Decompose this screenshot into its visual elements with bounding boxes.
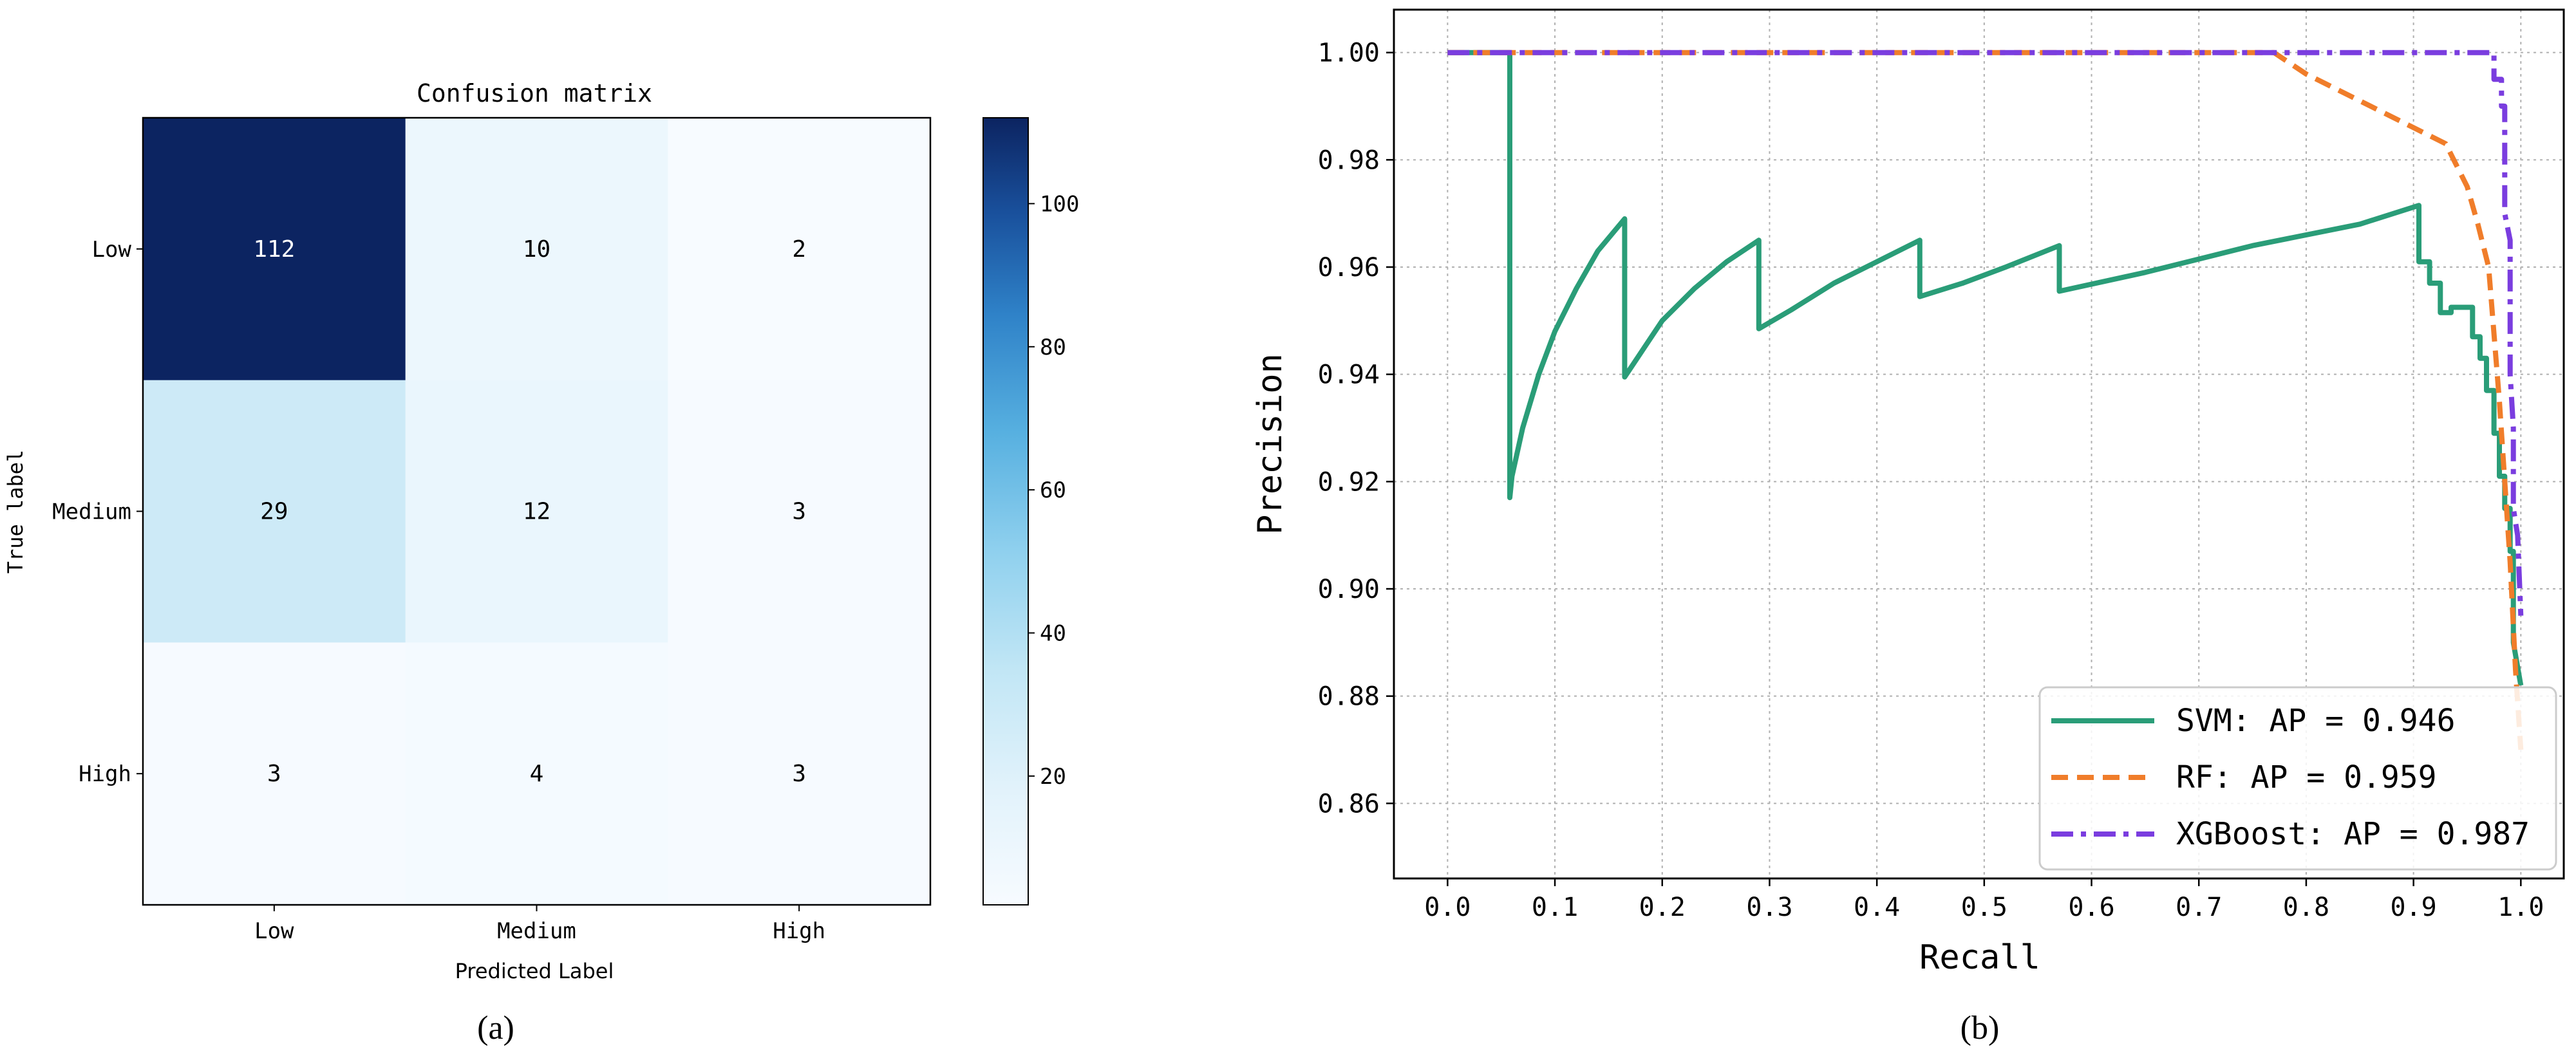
cm-cell <box>668 118 931 381</box>
cm-cell-value: 2 <box>792 236 806 263</box>
cm-cell-value: 112 <box>253 236 295 263</box>
legend-entry-label: RF: AP = 0.959 <box>2176 759 2437 795</box>
pr-y-axis-label: Precision <box>1251 353 1290 535</box>
cm-y-axis-label: True label <box>3 450 28 574</box>
cm-cell <box>143 642 406 905</box>
pr-series-line-xgboost <box>1447 50 2524 616</box>
colorbar-ticks: 20 40 60 80 100 <box>1028 191 1079 790</box>
cm-y-tick-label: Low <box>92 237 132 263</box>
cm-y-ticks: Low Medium High <box>52 237 143 787</box>
cm-cell-value: 3 <box>792 499 806 525</box>
pr-x-ticks: 0.0 0.1 0.2 0.3 0.4 0.5 0.6 0.7 0.8 0.9 1.0 <box>1424 878 2544 922</box>
cm-x-tick-label: High <box>773 918 825 944</box>
cm-cell <box>405 642 668 905</box>
colorbar <box>982 117 1029 905</box>
pr-series-line-rf <box>1447 50 2524 750</box>
colorbar-tick-label: 60 <box>1040 478 1066 503</box>
cm-cell <box>405 118 668 381</box>
cm-cell-value: 29 <box>260 499 288 525</box>
pr-x-tick-label: 0.3 <box>1746 893 1792 922</box>
cm-cell-value: 4 <box>530 761 544 787</box>
colorbar-tick-label: 20 <box>1040 764 1066 790</box>
cm-title: Confusion matrix <box>417 79 652 107</box>
cm-cell <box>143 118 406 381</box>
panel-label-b: (b) <box>1960 1010 2000 1046</box>
pr-y-ticks: 0.86 0.88 0.90 0.92 0.94 0.96 0.98 1.00 <box>1318 39 1394 819</box>
pr-x-axis-label: Recall <box>1919 938 2040 977</box>
legend-entry-label: XGBoost: AP = 0.987 <box>2176 816 2530 852</box>
pr-y-tick-label: 0.94 <box>1318 360 1380 390</box>
pr-x-tick-label: 0.8 <box>2283 893 2329 922</box>
pr-y-tick-label: 0.98 <box>1318 145 1380 175</box>
pr-y-tick-label: 0.88 <box>1318 682 1380 712</box>
cm-cell <box>668 380 931 643</box>
pr-x-tick-label: 0.4 <box>1854 893 1900 922</box>
cm-cell-value: 3 <box>792 761 806 787</box>
panel-label-a: (a) <box>477 1010 514 1046</box>
cm-cell <box>668 642 931 905</box>
cm-x-tick-label: Medium <box>497 918 576 944</box>
cm-cell <box>143 380 406 643</box>
pr-x-tick-label: 1.0 <box>2497 893 2544 922</box>
pr-series-line-svm <box>1447 50 2524 686</box>
pr-y-tick-label: 0.92 <box>1318 467 1380 497</box>
pr-x-tick-label: 0.6 <box>2068 893 2114 922</box>
pr-legend: SVM: AP = 0.946 RF: AP = 0.959 XGBoost: AP… <box>2038 686 2557 871</box>
colorbar-tick-label: 40 <box>1040 621 1066 647</box>
cm-cell <box>405 380 668 643</box>
pr-x-tick-label: 0.9 <box>2390 893 2436 922</box>
confusion-matrix-panel: Confusion matrix 112 10 2 29 12 3 3 4 3 Low Mediu… <box>3 79 1079 1046</box>
pr-x-tick-label: 0.1 <box>1532 893 1578 922</box>
pr-y-tick-label: 0.86 <box>1318 789 1380 819</box>
colorbar-tick-label: 80 <box>1040 335 1066 360</box>
cm-cell-value: 12 <box>523 499 550 525</box>
cm-y-tick-label: Medium <box>52 499 131 525</box>
legend-box <box>2038 686 2557 871</box>
cm-x-ticks: Low Medium High <box>254 905 825 944</box>
pr-series <box>1447 50 2524 750</box>
legend-entry-label: SVM: AP = 0.946 <box>2176 703 2455 739</box>
cm-cells: 112 10 2 29 12 3 3 4 3 <box>143 118 931 905</box>
pr-y-tick-label: 0.90 <box>1318 575 1380 604</box>
pr-x-tick-label: 0.2 <box>1639 893 1686 922</box>
colorbar-tick-label: 100 <box>1040 191 1079 217</box>
pr-y-tick-label: 0.96 <box>1318 253 1380 283</box>
pr-x-tick-label: 0.0 <box>1424 893 1471 922</box>
cm-cell-value: 3 <box>267 761 281 787</box>
precision-recall-panel: 0.0 0.1 0.2 0.3 0.4 0.5 0.6 0.7 0.8 0.9 1.0 0.860.… <box>1251 8 2565 1046</box>
pr-x-tick-label: 0.5 <box>1961 893 2007 922</box>
cm-cell-value: 10 <box>523 236 550 263</box>
pr-frame <box>1393 8 2565 880</box>
pr-x-tick-label: 0.7 <box>2176 893 2222 922</box>
pr-y-tick-label: 1.00 <box>1318 39 1380 68</box>
cm-x-axis-label: Predicted Label <box>455 959 614 983</box>
cm-x-tick-label: Low <box>254 918 294 944</box>
cm-y-tick-label: High <box>79 761 131 787</box>
